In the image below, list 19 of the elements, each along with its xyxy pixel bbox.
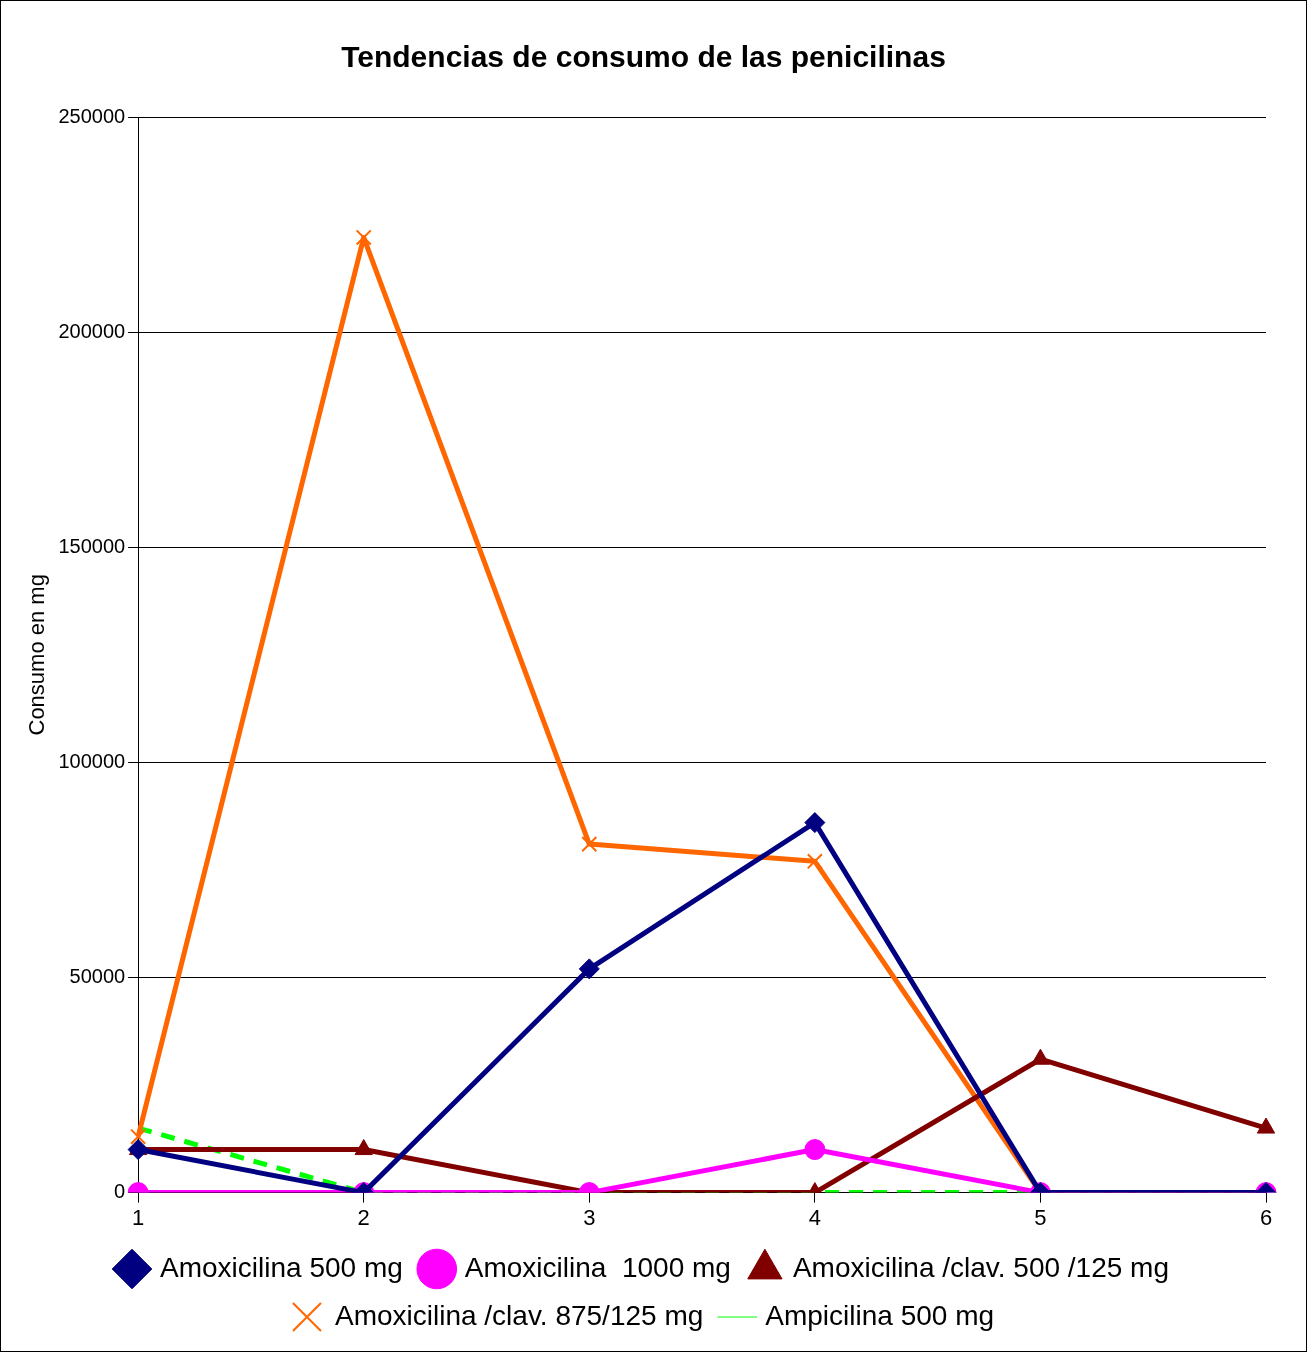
legend-label: Amoxicilina 1000 mg xyxy=(464,1251,731,1283)
y-axis-title: Consumo en mg xyxy=(24,574,50,736)
legend-label: Amoxicilina 500 mg xyxy=(160,1251,403,1283)
y-tick-label: 100000 xyxy=(58,749,126,772)
x-tick-label: 2 xyxy=(357,1204,370,1230)
legend-label: Ampicilina 500 mg xyxy=(765,1299,995,1331)
y-tick-label: 200000 xyxy=(58,319,126,342)
x-tick-label: 6 xyxy=(1259,1204,1273,1230)
y-tick-label: 250000 xyxy=(58,104,126,127)
x-tick-label: 3 xyxy=(583,1204,596,1230)
chart-title: Tendencias de consumo de las penicilinas xyxy=(341,40,946,74)
y-tick-label: 50000 xyxy=(69,965,126,987)
x-tick-label: 4 xyxy=(808,1204,821,1230)
x-tick-label: 1 xyxy=(132,1204,145,1230)
y-tick-label: 0 xyxy=(114,1180,126,1203)
legend-label: Amoxicilina /clav. 500 /125 mg xyxy=(792,1251,1170,1283)
legend-label: Amoxicilina /clav. 875/125 mg xyxy=(334,1299,704,1331)
x-tick-label: 5 xyxy=(1034,1204,1047,1230)
y-tick-label: 150000 xyxy=(58,534,126,557)
